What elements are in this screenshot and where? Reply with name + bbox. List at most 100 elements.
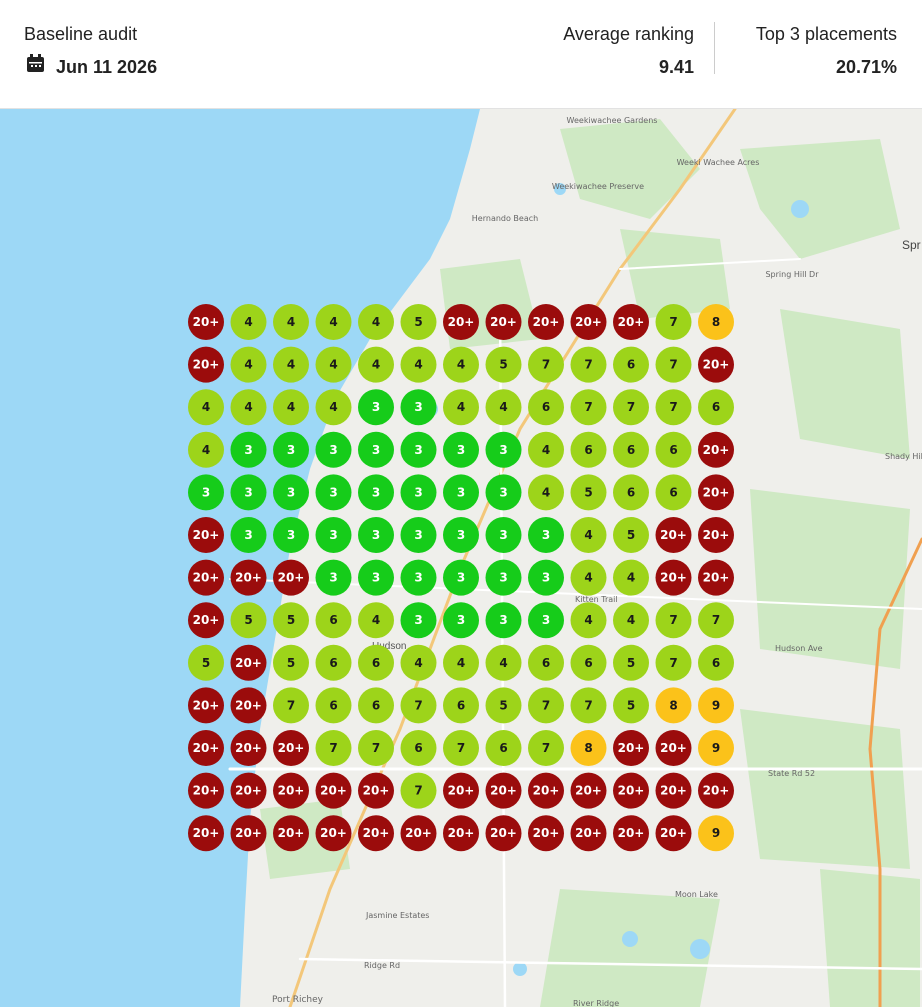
rank-pin[interactable]: 20+	[528, 304, 564, 340]
rank-pin[interactable]: 4	[443, 346, 479, 383]
rank-pin[interactable]: 20+	[230, 730, 267, 766]
rank-pin[interactable]: 3	[528, 602, 564, 639]
rank-pin[interactable]: 4	[400, 346, 437, 383]
rank-pin[interactable]: 20+	[485, 815, 522, 852]
rank-pin[interactable]: 5	[273, 602, 309, 639]
rank-pin[interactable]: 20+	[273, 730, 309, 766]
rank-pin[interactable]: 20+	[698, 346, 734, 383]
rank-pin[interactable]: 20+	[358, 772, 394, 809]
rank-pin[interactable]: 20+	[230, 644, 267, 681]
rank-pin[interactable]: 7	[655, 389, 692, 426]
rank-pin[interactable]: 6	[613, 474, 649, 511]
rank-pin[interactable]: 6	[655, 431, 692, 468]
rank-pin[interactable]: 8	[655, 687, 692, 724]
rank-pin[interactable]: 20+	[188, 602, 224, 639]
rank-pin[interactable]: 3	[315, 431, 352, 468]
rank-pin[interactable]: 6	[655, 474, 692, 511]
rank-pin[interactable]: 5	[613, 644, 649, 681]
rank-pin[interactable]: 5	[188, 644, 224, 681]
rank-pin[interactable]: 3	[358, 389, 394, 426]
rank-pin[interactable]: 20+	[655, 517, 692, 553]
rank-pin[interactable]: 3	[315, 559, 352, 596]
rank-pin[interactable]: 3	[485, 431, 522, 468]
rank-pin[interactable]: 20+	[485, 772, 522, 809]
rank-pin[interactable]: 4	[315, 304, 352, 340]
rank-pin[interactable]: 4	[358, 346, 394, 383]
rank-pin[interactable]: 3	[400, 517, 437, 553]
rank-pin[interactable]: 8	[570, 730, 607, 766]
rank-pin[interactable]: 7	[655, 602, 692, 639]
rank-pin[interactable]: 6	[315, 602, 352, 639]
rank-pin[interactable]: 7	[528, 346, 564, 383]
rank-pin[interactable]: 4	[570, 517, 607, 553]
rank-pin[interactable]: 20+	[613, 772, 649, 809]
rank-pin[interactable]: 3	[358, 474, 394, 511]
rank-pin[interactable]: 20+	[655, 815, 692, 852]
rank-pin[interactable]: 3	[400, 431, 437, 468]
rank-pin[interactable]: 3	[273, 474, 309, 511]
rank-pin[interactable]: 3	[358, 517, 394, 553]
rank-pin[interactable]: 4	[358, 304, 394, 340]
rank-pin[interactable]: 5	[485, 346, 522, 383]
rank-pin[interactable]: 3	[400, 559, 437, 596]
rank-pin[interactable]: 5	[613, 517, 649, 553]
rank-pin[interactable]: 20+	[273, 559, 309, 596]
rank-pin[interactable]: 4	[570, 602, 607, 639]
rank-pin[interactable]: 20+	[273, 815, 309, 852]
rank-pin[interactable]: 3	[230, 431, 267, 468]
rank-pin[interactable]: 20+	[698, 517, 734, 553]
rank-pin[interactable]: 7	[570, 687, 607, 724]
rank-pin[interactable]: 6	[613, 431, 649, 468]
rank-pin[interactable]: 20+	[613, 815, 649, 852]
rank-pin[interactable]: 3	[400, 602, 437, 639]
rank-pin[interactable]: 4	[188, 431, 224, 468]
rank-pin[interactable]: 4	[230, 346, 267, 383]
rank-pin[interactable]: 20+	[443, 304, 479, 340]
rank-pin[interactable]: 7	[273, 687, 309, 724]
rank-pin[interactable]: 3	[485, 559, 522, 596]
rank-pin[interactable]: 6	[400, 730, 437, 766]
rank-pin[interactable]: 7	[698, 602, 734, 639]
rank-pin[interactable]: 7	[570, 346, 607, 383]
rank-pin[interactable]: 3	[443, 602, 479, 639]
rank-pin[interactable]: 4	[485, 644, 522, 681]
rank-pin[interactable]: 3	[485, 602, 522, 639]
rank-pin[interactable]: 20+	[655, 559, 692, 596]
rank-pin[interactable]: 4	[315, 389, 352, 426]
rank-pin[interactable]: 20+	[485, 304, 522, 340]
rank-pin[interactable]: 3	[400, 389, 437, 426]
rank-pin[interactable]: 3	[230, 517, 267, 553]
rank-pin[interactable]: 7	[400, 772, 437, 809]
rank-pin[interactable]: 20+	[230, 815, 267, 852]
rank-pin[interactable]: 20+	[698, 474, 734, 511]
rank-pin[interactable]: 4	[400, 644, 437, 681]
rank-pin[interactable]: 7	[655, 644, 692, 681]
rank-pin[interactable]: 4	[358, 602, 394, 639]
rank-pin[interactable]: 3	[443, 559, 479, 596]
rank-pin[interactable]: 4	[273, 304, 309, 340]
rank-pin[interactable]: 4	[315, 346, 352, 383]
rank-pin[interactable]: 5	[570, 474, 607, 511]
rank-pin[interactable]: 20+	[315, 815, 352, 852]
rank-pin[interactable]: 6	[528, 644, 564, 681]
rank-pin[interactable]: 4	[613, 602, 649, 639]
rank-pin[interactable]: 4	[230, 389, 267, 426]
rank-pin[interactable]: 20+	[443, 772, 479, 809]
rank-pin[interactable]: 4	[230, 304, 267, 340]
rank-pin[interactable]: 7	[655, 346, 692, 383]
rank-pin[interactable]: 20+	[230, 559, 267, 596]
rank-pin[interactable]: 20+	[188, 730, 224, 766]
rank-pin[interactable]: 3	[528, 517, 564, 553]
rank-pin[interactable]: 20+	[188, 346, 224, 383]
rank-pin[interactable]: 7	[613, 389, 649, 426]
rank-pin[interactable]: 4	[528, 431, 564, 468]
rank-pin[interactable]: 4	[485, 389, 522, 426]
rank-pin[interactable]: 6	[358, 644, 394, 681]
rank-pin[interactable]: 4	[613, 559, 649, 596]
rank-pin[interactable]: 7	[528, 687, 564, 724]
rank-pin[interactable]: 6	[570, 431, 607, 468]
rank-pin[interactable]: 3	[443, 431, 479, 468]
rank-pin[interactable]: 6	[315, 644, 352, 681]
rank-pin[interactable]: 5	[273, 644, 309, 681]
rank-pin[interactable]: 20+	[188, 559, 224, 596]
